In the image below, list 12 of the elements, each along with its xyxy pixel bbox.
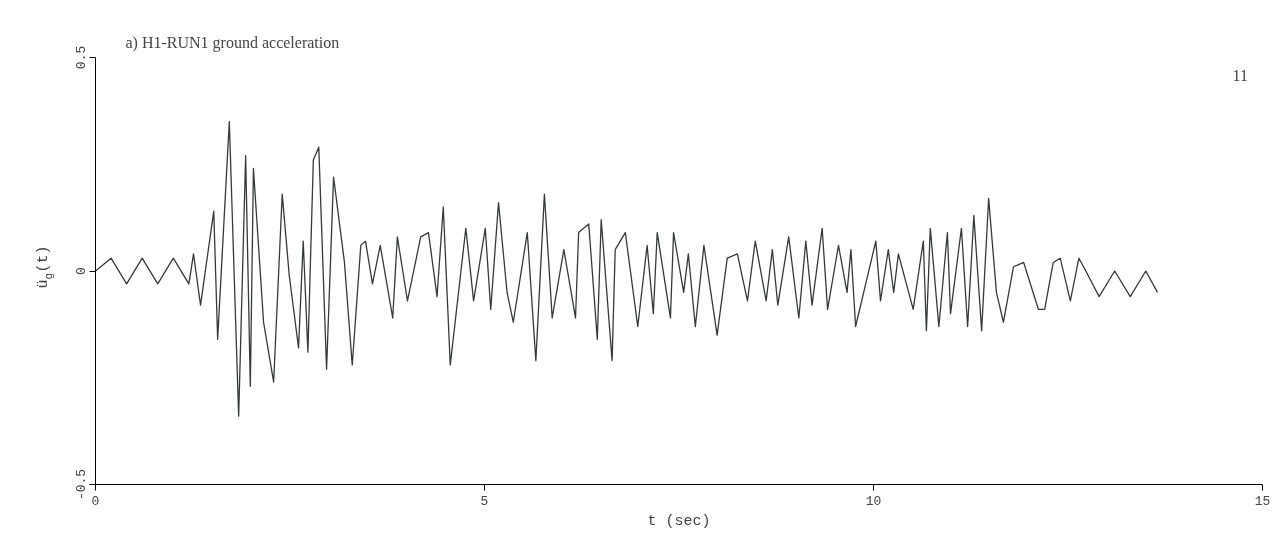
x-tick-label: 0	[91, 493, 100, 509]
chart-title: a) H1-RUN1 ground acceleration	[125, 33, 340, 52]
x-axis-title: t (sec)	[647, 512, 711, 530]
line-series	[95, 120, 1159, 417]
y-tick-label: 0	[73, 267, 89, 275]
x-tick-label: 15	[1254, 493, 1271, 509]
y-tick-label: 0.5	[73, 45, 89, 70]
y-tick-label: -0.5	[73, 468, 89, 501]
x-tick-label: 10	[865, 493, 882, 509]
x-tick-label: 5	[480, 493, 489, 509]
annotation: 11	[1232, 66, 1248, 84]
y-axis-title: üg(t)	[35, 245, 55, 289]
